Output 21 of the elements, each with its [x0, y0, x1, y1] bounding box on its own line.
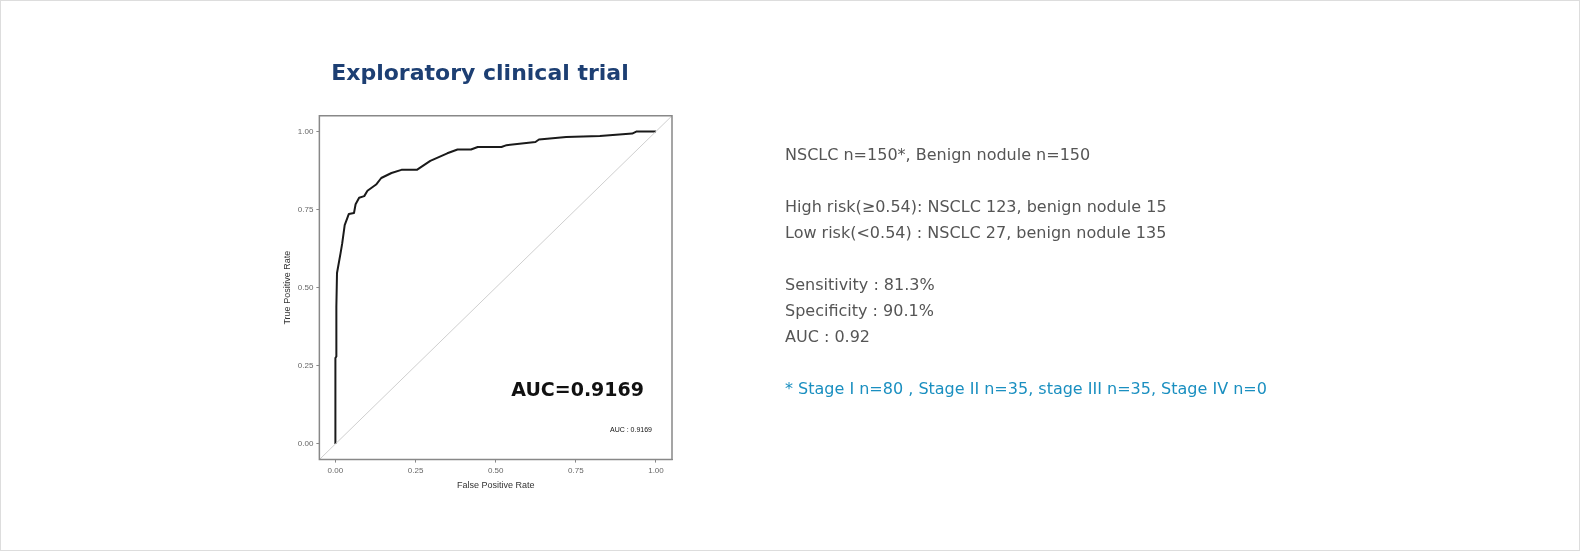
y-tick-label: 0.50 — [297, 282, 314, 292]
y-tick-label: 1.00 — [297, 126, 314, 136]
y-tick-label: 0.00 — [297, 439, 314, 449]
x-axis-title: False Positive Rate — [456, 480, 535, 491]
text: * Stage I n=80 , Stage II n=35, stage III n=35, Stage IV n=0 — [785, 378, 1267, 400]
y-axis-title: True Positive Rate — [281, 250, 292, 325]
x-tick-label: 0.75 — [568, 465, 585, 475]
text: Specificity : 90.1% — [785, 300, 935, 322]
text: Sensitivity : 81.3% — [785, 274, 936, 296]
text: Low risk(<0.54) : NSCLC 27, benign nodule 135 — [785, 222, 1168, 244]
text: AUC : 0.92 — [785, 326, 871, 348]
text: High risk(≥0.54): NSCLC 123, benign nodule 15 — [785, 196, 1168, 218]
chart-title: Exploratory clinical trial — [330, 60, 630, 85]
x-tick-label: 1.00 — [648, 465, 665, 475]
annotation: AUC=0.9169 — [511, 377, 644, 400]
y-tick-label: 0.25 — [297, 361, 314, 371]
x-tick-label: 0.25 — [407, 465, 424, 475]
y-tick-label: 0.75 — [297, 204, 314, 214]
text: NSCLC n=150*, Benign nodule n=150 — [785, 144, 1092, 166]
x-tick-label: 0.00 — [327, 465, 344, 475]
x-tick-label: 0.50 — [487, 465, 505, 475]
